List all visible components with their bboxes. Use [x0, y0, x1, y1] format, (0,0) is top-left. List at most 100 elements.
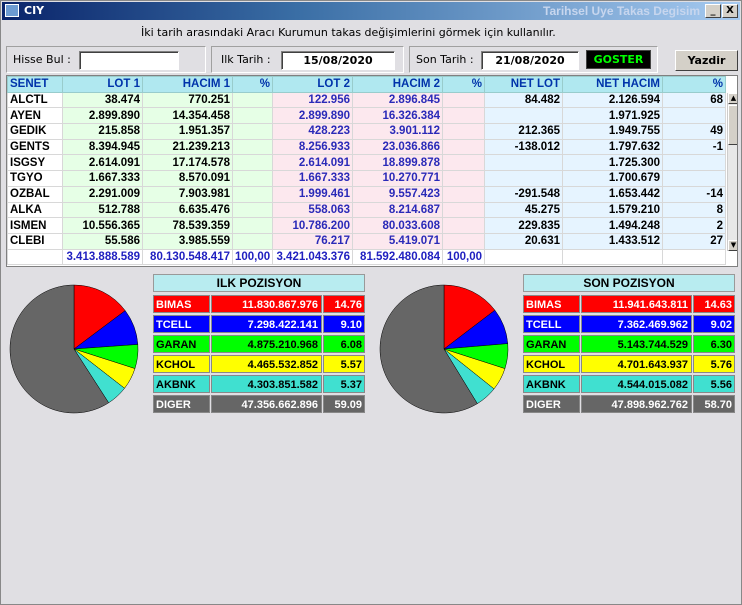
total-cell: 3.413.888.589 [62, 248, 143, 266]
title-bar[interactable]: CIY Tarihsel Uye Takas Degisim _ X [2, 2, 740, 20]
table-cell [442, 91, 485, 109]
table-row[interactable]: GENTS 8.394.945 21.239.213 8.256.933 23.036.… [7, 138, 726, 156]
column-header[interactable]: LOT 2 [272, 76, 353, 93]
pie-slice-bimas [73, 284, 126, 350]
scroll-up-icon[interactable]: ▲ [728, 93, 737, 104]
table-cell: ALCTL [7, 91, 63, 109]
column-header[interactable]: NET HACIM [562, 76, 663, 93]
table-cell: 17.174.578 [142, 154, 233, 172]
table-cell: 76.217 [272, 232, 353, 250]
table-cell: 3.985.559 [142, 232, 233, 250]
total-cell [662, 248, 726, 266]
table-cell: AYEN [7, 107, 63, 125]
table-row[interactable]: OZBAL 2.291.009 7.903.981 1.999.461 9.557.42… [7, 185, 726, 203]
table-cell: 10.786.200 [272, 217, 353, 234]
table-row[interactable]: ALCTL 38.474 770.251 122.956 2.896.845 84.482… [7, 91, 726, 109]
position-pct: 58.70 [693, 395, 735, 413]
position-name: AKBNK [523, 375, 580, 393]
position-value: 7.362.469.962 [581, 315, 692, 333]
print-button[interactable]: Yazdir [675, 50, 738, 71]
first-date-group [211, 46, 404, 73]
table-cell: 1.579.210 [562, 201, 663, 219]
table-row[interactable]: TGYO 1.667.333 8.570.091 1.667.333 10.270.77… [7, 170, 726, 187]
table-row[interactable]: GEDIK 215.858 1.951.357 428.223 3.901.112 212… [7, 123, 726, 140]
table-cell: 1.700.679 [562, 170, 663, 187]
table-cell [442, 154, 485, 172]
first-date-label: Ilk Tarih : [221, 53, 271, 66]
pie-slice-bimas [443, 284, 496, 350]
close-button[interactable]: X [722, 4, 738, 18]
table-row[interactable]: AYEN 2.899.890 14.354.458 2.899.890 16.326.3… [7, 107, 726, 125]
column-header[interactable]: NET LOT [484, 76, 563, 93]
search-input[interactable] [79, 51, 179, 70]
first-position-pie-chart [9, 284, 139, 414]
table-cell: 7.903.981 [142, 185, 233, 203]
table-cell: 1.494.248 [562, 217, 663, 234]
table-cell: 1.653.442 [562, 185, 663, 203]
table-row[interactable]: ISGSY 2.614.091 17.174.578 2.614.091 18.899.… [7, 154, 726, 172]
position-row: BIMAS 11.830.867.976 14.76 [153, 295, 366, 313]
column-header[interactable]: SENET [7, 76, 63, 93]
table-cell: 2.291.009 [62, 185, 143, 203]
table-cell: 1.725.300 [562, 154, 663, 172]
table-cell [232, 201, 273, 219]
position-value: 47.356.662.896 [211, 395, 322, 413]
minimize-button[interactable]: _ [705, 4, 721, 18]
table-cell: 2.126.594 [562, 91, 663, 109]
table-cell: TGYO [7, 170, 63, 187]
table-row[interactable]: ISMEN 10.556.365 78.539.359 10.786.200 80.03… [7, 217, 726, 234]
position-pct: 9.10 [323, 315, 365, 333]
position-value: 4.303.851.582 [211, 375, 322, 393]
search-label: Hisse Bul : [13, 53, 71, 66]
position-row: TCELL 7.298.422.141 9.10 [153, 315, 366, 333]
position-value: 7.298.422.141 [211, 315, 322, 333]
column-header[interactable]: HACIM 1 [142, 76, 233, 93]
table-cell: 8.570.091 [142, 170, 233, 187]
total-cell: 81.592.480.084 [352, 248, 443, 266]
table-row[interactable]: CLEBI 55.586 3.985.559 76.217 5.419.071 20.63… [7, 232, 726, 250]
position-name: BIMAS [153, 295, 210, 313]
table-cell: -14 [662, 185, 726, 203]
position-row: DIGER 47.356.662.896 59.09 [153, 395, 366, 413]
position-value: 4.544.015.082 [581, 375, 692, 393]
table-cell [442, 123, 485, 140]
first-position-title: ILK POZISYON [153, 274, 365, 292]
last-date-field[interactable]: 21/08/2020 [481, 51, 579, 70]
table-cell [484, 154, 563, 172]
table-cell [232, 217, 273, 234]
position-name: DIGER [523, 395, 580, 413]
column-header[interactable]: LOT 1 [62, 76, 143, 93]
table-cell [442, 217, 485, 234]
table-cell: 2 [662, 217, 726, 234]
table-cell: 1.949.755 [562, 123, 663, 140]
position-name: KCHOL [523, 355, 580, 373]
position-value: 47.898.962.762 [581, 395, 692, 413]
table-cell: 1.971.925 [562, 107, 663, 125]
position-name: AKBNK [153, 375, 210, 393]
table-cell: -291.548 [484, 185, 563, 203]
position-pct: 9.02 [693, 315, 735, 333]
position-value: 5.143.744.529 [581, 335, 692, 353]
show-button[interactable]: GOSTER [586, 50, 651, 69]
total-cell: 3.421.043.376 [272, 248, 353, 266]
table-row[interactable]: ALKA 512.788 6.635.476 558.063 8.214.687 45.2… [7, 201, 726, 219]
table-cell: ALKA [7, 201, 63, 219]
column-header[interactable]: % [662, 76, 726, 93]
window-name: CIY [24, 4, 45, 17]
column-header[interactable]: % [442, 76, 485, 93]
column-header[interactable]: % [232, 76, 273, 93]
position-name: GARAN [153, 335, 210, 353]
table-cell: 21.239.213 [142, 138, 233, 156]
takas-grid[interactable]: SENET LOT 1 HACIM 1% LOT 2 HACIM 2% NET LOT NE… [6, 75, 738, 267]
table-cell: 8.214.687 [352, 201, 443, 219]
column-header[interactable]: HACIM 2 [352, 76, 443, 93]
table-cell: GENTS [7, 138, 63, 156]
position-value: 11.941.643.811 [581, 295, 692, 313]
pie-slice-diger [9, 284, 110, 414]
first-date-field[interactable]: 15/08/2020 [281, 51, 395, 70]
position-name: DIGER [153, 395, 210, 413]
scroll-thumb[interactable] [728, 105, 737, 145]
vertical-scrollbar[interactable]: ▲ ▼ [727, 93, 737, 251]
scroll-down-icon[interactable]: ▼ [728, 240, 737, 251]
